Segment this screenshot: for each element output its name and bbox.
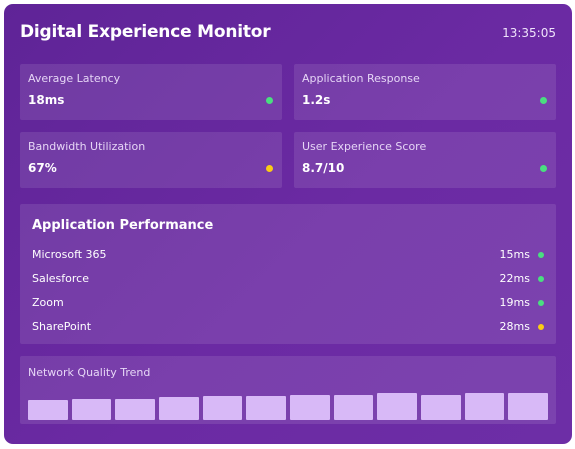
trend-bar: [246, 396, 286, 420]
app-name: Microsoft 365: [32, 248, 107, 261]
trend-bars: [28, 380, 548, 420]
metric-card-bandwidth-utilization[interactable]: Bandwidth Utilization 67%: [20, 132, 282, 188]
trend-bar: [202, 396, 243, 420]
page-title: Digital Experience Monitor: [20, 22, 271, 42]
trend-bar: [28, 400, 68, 420]
monitor-panel: Digital Experience Monitor 13:35:05 Aver…: [4, 4, 572, 444]
status-dot-icon: [266, 97, 273, 104]
section-title: Application Performance: [32, 218, 214, 233]
app-name: Salesforce: [32, 272, 89, 285]
app-name: SharePoint: [32, 320, 92, 333]
metric-value: 67%: [28, 161, 57, 175]
app-latency: 19ms: [499, 296, 530, 309]
trend-bar: [333, 394, 374, 420]
app-row-zoom[interactable]: Zoom 19ms: [32, 296, 544, 312]
trend-bar: [421, 394, 461, 420]
metric-value: 18ms: [28, 93, 65, 107]
app-row-salesforce[interactable]: Salesforce 22ms: [32, 272, 544, 288]
status-dot-icon: [540, 165, 547, 172]
metric-value: 1.2s: [302, 93, 331, 107]
app-row-microsoft-365[interactable]: Microsoft 365 15ms: [32, 248, 544, 264]
metric-label: Bandwidth Utilization: [28, 140, 146, 153]
application-performance-section: Application Performance Microsoft 365 15…: [20, 204, 556, 344]
metric-card-application-response[interactable]: Application Response 1.2s: [294, 64, 556, 120]
status-dot-icon: [538, 300, 544, 306]
metric-card-user-experience-score[interactable]: User Experience Score 8.7/10: [294, 132, 556, 188]
trend-bar: [377, 393, 417, 420]
trend-bar: [115, 398, 155, 420]
section-title: Network Quality Trend: [28, 366, 151, 379]
app-latency: 15ms: [499, 248, 530, 261]
trend-bar: [464, 392, 505, 420]
network-quality-trend-section: Network Quality Trend: [20, 356, 556, 424]
status-dot-icon: [540, 97, 547, 104]
status-dot-icon: [538, 324, 544, 330]
status-dot-icon: [538, 252, 544, 258]
trend-bar: [290, 395, 330, 420]
status-dot-icon: [266, 165, 273, 172]
metric-label: Application Response: [302, 72, 420, 85]
app-row-sharepoint[interactable]: SharePoint 28ms: [32, 320, 544, 336]
metric-card-average-latency[interactable]: Average Latency 18ms: [20, 64, 282, 120]
app-name: Zoom: [32, 296, 64, 309]
app-latency: 22ms: [499, 272, 530, 285]
trend-bar: [71, 398, 112, 420]
metric-value: 8.7/10: [302, 161, 345, 175]
trend-bar: [159, 396, 199, 420]
clock-time: 13:35:05: [502, 26, 556, 40]
metric-label: Average Latency: [28, 72, 121, 85]
app-latency: 28ms: [499, 320, 530, 333]
metric-label: User Experience Score: [302, 140, 427, 153]
trend-bar: [508, 392, 548, 420]
status-dot-icon: [538, 276, 544, 282]
